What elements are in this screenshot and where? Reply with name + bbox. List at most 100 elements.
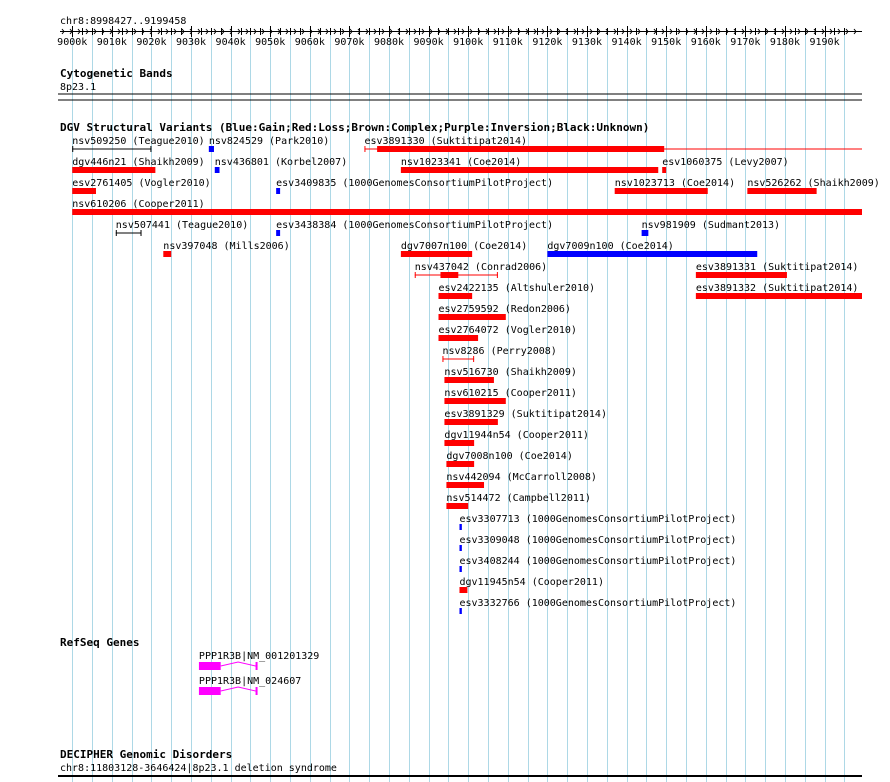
sv-bar[interactable] <box>446 482 485 488</box>
sv-bar[interactable] <box>444 440 475 446</box>
sv-bar[interactable] <box>444 398 506 404</box>
sv-bar[interactable] <box>276 188 281 194</box>
ruler-arrow <box>173 28 177 35</box>
sv-thick[interactable] <box>377 146 665 152</box>
sv-bar[interactable] <box>214 167 220 173</box>
sv-label[interactable]: nsv516730 (Shaikh2009) <box>444 367 576 378</box>
sv-label[interactable]: nsv509250 (Teague2010) <box>72 136 204 147</box>
sv-bar[interactable] <box>446 461 475 467</box>
sv-label[interactable]: nsv507441 (Teague2010) <box>116 220 248 231</box>
sv-label[interactable]: dgv7009n100 (Coe2014) <box>547 241 673 252</box>
ruler-arrow <box>325 28 329 35</box>
sv-bar[interactable] <box>747 188 817 194</box>
sv-bar[interactable] <box>163 251 172 257</box>
ruler-arrow <box>253 28 257 35</box>
ruler-arrow <box>517 28 521 35</box>
dgv-track-title: DGV Structural Variants (Blue:Gain;Red:L… <box>60 121 649 134</box>
sv-thick[interactable] <box>440 272 459 278</box>
gene-label[interactable]: PPP1R3B|NM_024607 <box>199 676 301 687</box>
sv-bar[interactable] <box>438 314 506 320</box>
sv-bar[interactable] <box>446 503 469 509</box>
ruler-arrow <box>477 28 481 35</box>
sv-label[interactable]: esv3891329 (Suktitipat2014) <box>444 409 607 420</box>
sv-bar[interactable] <box>72 209 862 215</box>
sv-bar[interactable] <box>459 587 468 593</box>
sv-bar[interactable] <box>547 251 758 257</box>
sv-bar[interactable] <box>72 188 96 194</box>
sv-label[interactable]: nsv824529 (Park2010) <box>209 136 329 147</box>
sv-label[interactable]: nsv610206 (Cooper2011) <box>72 199 204 210</box>
sv-label[interactable]: esv3891331 (Suktitipat2014) <box>696 262 859 273</box>
sv-label[interactable]: dgv446n21 (Shaikh2009) <box>72 157 204 168</box>
sv-bar[interactable] <box>438 293 473 299</box>
ruler-arrow <box>85 28 89 35</box>
sv-label[interactable]: nsv1023713 (Coe2014) <box>615 178 735 189</box>
sv-bar[interactable] <box>641 230 649 236</box>
sv-label[interactable]: esv3332766 (1000GenomesConsortiumPilotPr… <box>459 598 736 609</box>
sv-label[interactable]: dgv7008n100 (Coe2014) <box>446 451 572 462</box>
ruler-arrow <box>429 28 433 35</box>
ruler-arrow <box>765 28 769 35</box>
sv-label[interactable]: nsv514472 (Campbell2011) <box>446 493 591 504</box>
sv-label[interactable]: esv3891332 (Suktitipat2014) <box>696 283 859 294</box>
sv-label[interactable]: nsv442094 (McCarroll2008) <box>446 472 597 483</box>
ruler-arrow <box>149 28 153 35</box>
sv-label[interactable]: esv1060375 (Levy2007) <box>662 157 788 168</box>
sv-label[interactable]: esv2761405 (Vogler2010) <box>72 178 210 189</box>
gene-intron <box>220 686 256 692</box>
sv-bar[interactable] <box>444 377 494 383</box>
sv-label[interactable]: esv3408244 (1000GenomesConsortiumPilotPr… <box>459 556 736 567</box>
sv-label[interactable]: nsv981909 (Sudmant2013) <box>642 220 780 231</box>
ruler-arrow <box>469 28 473 35</box>
sv-bar[interactable] <box>276 230 281 236</box>
sv-bar[interactable] <box>400 167 659 173</box>
sv-label[interactable]: nsv8286 (Perry2008) <box>442 346 556 357</box>
ruler-arrow <box>725 28 729 35</box>
sv-label[interactable]: nsv397048 (Mills2006) <box>163 241 289 252</box>
sv-bar[interactable] <box>444 419 498 425</box>
sv-label[interactable]: nsv610215 (Cooper2011) <box>444 388 576 399</box>
ruler-arrow <box>605 28 609 35</box>
sv-label[interactable]: esv3307713 (1000GenomesConsortiumPilotPr… <box>459 514 736 525</box>
sv-bar[interactable] <box>438 335 479 341</box>
sv-bar[interactable] <box>695 272 787 278</box>
sv-bar[interactable] <box>695 293 862 299</box>
gene-exon[interactable] <box>198 687 221 695</box>
sv-label[interactable]: nsv1023341 (Coe2014) <box>401 157 521 168</box>
ruler-arrow <box>549 28 553 35</box>
ruler-arrow <box>357 28 361 35</box>
gene-label[interactable]: PPP1R3B|NM_001201329 <box>199 651 319 662</box>
sv-bar[interactable] <box>662 167 667 173</box>
sv-label[interactable]: esv3309048 (1000GenomesConsortiumPilotPr… <box>459 535 736 546</box>
sv-label[interactable]: dgv11945n54 (Cooper2011) <box>459 577 604 588</box>
sv-label[interactable]: esv3891330 (Suktitipat2014) <box>364 136 527 147</box>
sv-label[interactable]: dgv7007n100 (Coe2014) <box>401 241 527 252</box>
sv-label[interactable]: esv2759592 (Redon2006) <box>438 304 570 315</box>
sv-label[interactable]: dgv11944n54 (Cooper2011) <box>444 430 589 441</box>
ruler-arrow <box>277 28 281 35</box>
sv-bar[interactable] <box>72 167 156 173</box>
sv-bar[interactable] <box>459 545 462 551</box>
sv-bar[interactable] <box>459 608 462 614</box>
sv-label[interactable]: nsv436801 (Korbel2007) <box>215 157 347 168</box>
sv-bar[interactable] <box>614 188 708 194</box>
ruler-tick-label: 9050k <box>255 37 285 48</box>
ruler-arrow <box>453 28 457 35</box>
sv-label[interactable]: nsv437042 (Conrad2006) <box>415 262 547 273</box>
gene-exon[interactable] <box>198 662 221 670</box>
ruler-tick-label: 9090k <box>414 37 444 48</box>
ruler-arrow <box>165 28 169 35</box>
sv-bar[interactable] <box>459 524 462 530</box>
sv-label[interactable]: esv3409835 (1000GenomesConsortiumPilotPr… <box>276 178 553 189</box>
sv-label[interactable]: esv3438384 (1000GenomesConsortiumPilotPr… <box>276 220 553 231</box>
sv-label[interactable]: esv2764072 (Vogler2010) <box>438 325 576 336</box>
sv-bar[interactable] <box>400 251 473 257</box>
ruler-arrow <box>781 28 785 35</box>
sv-label[interactable]: esv2422135 (Altshuler2010) <box>438 283 595 294</box>
sv-label[interactable]: nsv526262 (Shaikh2009) <box>747 178 879 189</box>
sv-bar[interactable] <box>459 566 462 572</box>
ruler-arrow <box>501 28 505 35</box>
ruler-tick-label: 9040k <box>216 37 246 48</box>
sv-bar[interactable] <box>208 146 214 152</box>
ruler-arrow <box>381 28 385 35</box>
